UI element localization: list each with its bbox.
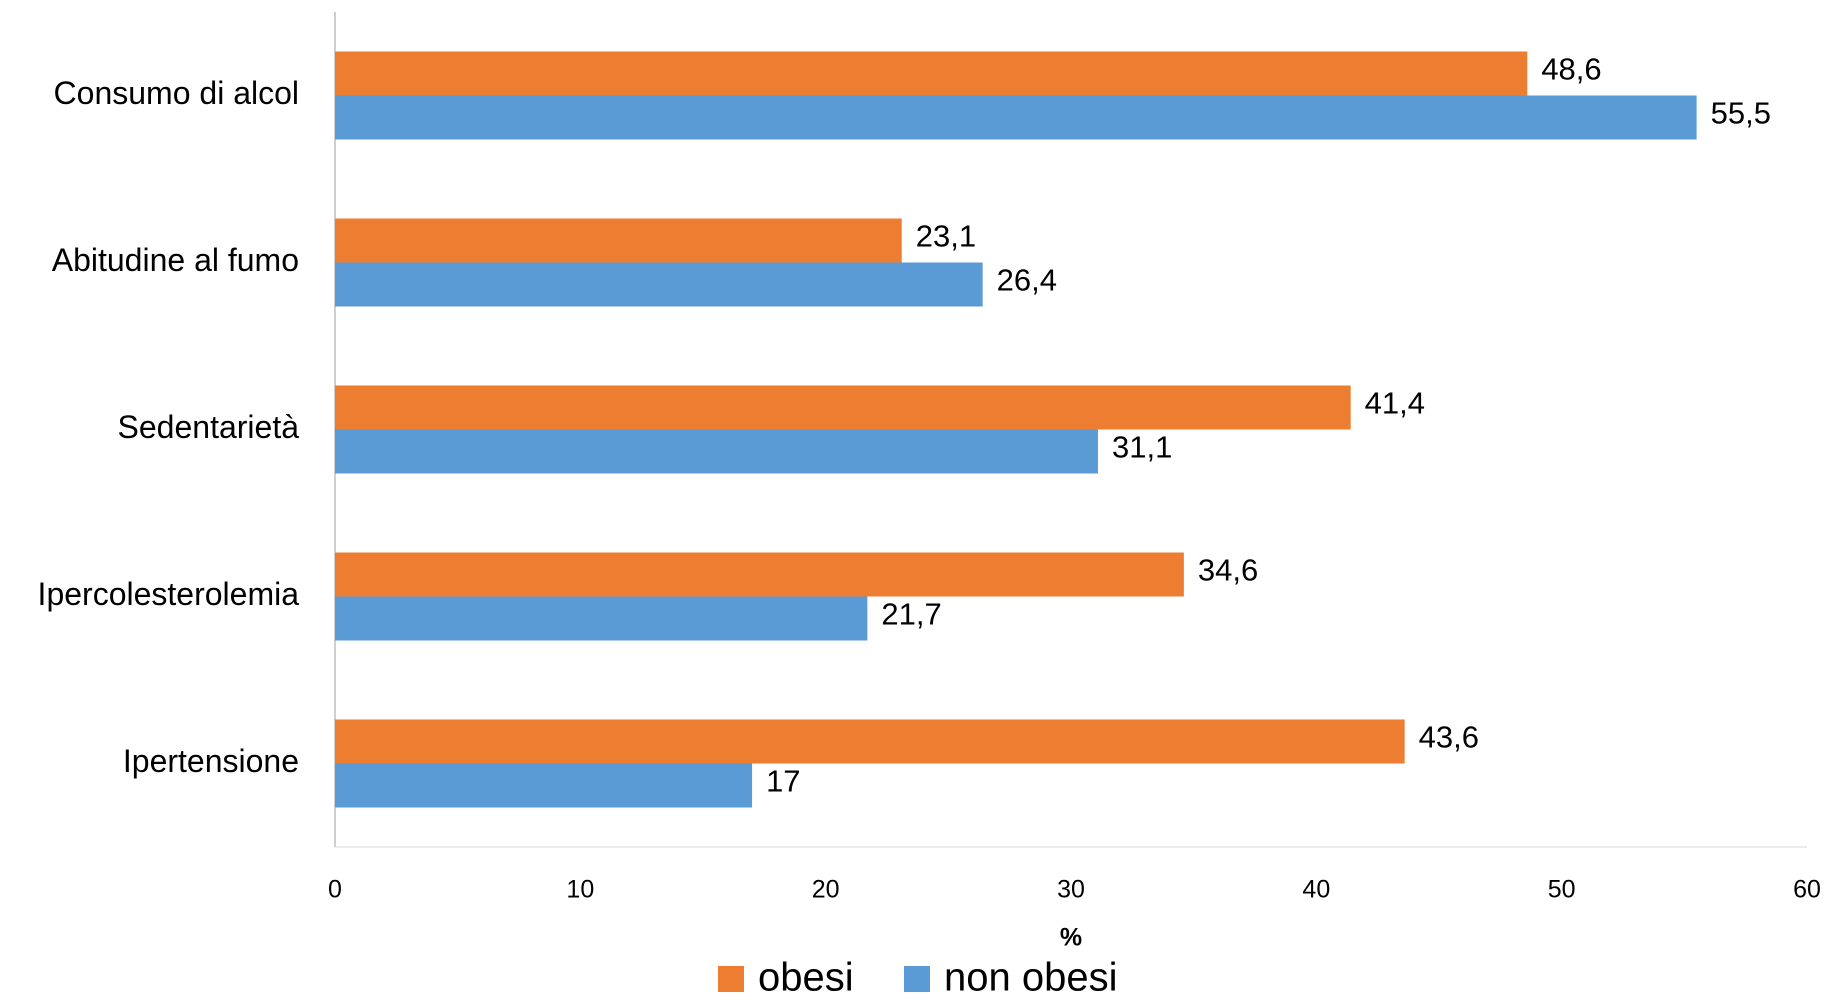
bar xyxy=(335,552,1184,597)
bar xyxy=(335,262,983,307)
x-tick-label: 60 xyxy=(1793,876,1821,904)
bar xyxy=(335,218,902,263)
value-label: 23,1 xyxy=(916,219,976,254)
value-label: 34,6 xyxy=(1198,553,1258,588)
value-label: 55,5 xyxy=(1711,96,1771,131)
value-label: 43,6 xyxy=(1419,720,1479,755)
bar xyxy=(335,719,1405,764)
legend-label: non obesi xyxy=(944,956,1117,1000)
legend-swatch xyxy=(718,966,744,992)
y-tick-label: Consumo di alcol xyxy=(54,75,299,111)
value-label: 17 xyxy=(766,764,800,799)
x-tick-label: 40 xyxy=(1302,876,1330,904)
bar xyxy=(335,429,1098,474)
y-tick-label: Ipercolesterolemia xyxy=(38,576,300,612)
y-tick-label: Sedentarietà xyxy=(118,409,300,445)
x-tick-label: 0 xyxy=(328,876,342,904)
value-label: 48,6 xyxy=(1541,52,1601,87)
x-tick-label: 20 xyxy=(812,876,840,904)
bar xyxy=(335,95,1697,140)
x-tick-label: 30 xyxy=(1057,876,1085,904)
x-axis-label: % xyxy=(1060,924,1082,952)
value-label: 26,4 xyxy=(997,263,1057,298)
x-tick-label: 10 xyxy=(566,876,594,904)
bar xyxy=(335,385,1351,430)
y-tick-label: Abitudine al fumo xyxy=(52,242,299,278)
bar xyxy=(335,596,868,641)
y-tick-label: Ipertensione xyxy=(123,743,299,779)
value-label: 21,7 xyxy=(881,597,941,632)
bar xyxy=(335,51,1528,96)
bar xyxy=(335,763,753,808)
legend-label: obesi xyxy=(758,956,854,1000)
x-tick-label: 50 xyxy=(1548,876,1576,904)
value-label: 31,1 xyxy=(1112,430,1172,465)
value-label: 41,4 xyxy=(1365,386,1425,421)
legend-swatch xyxy=(904,966,930,992)
